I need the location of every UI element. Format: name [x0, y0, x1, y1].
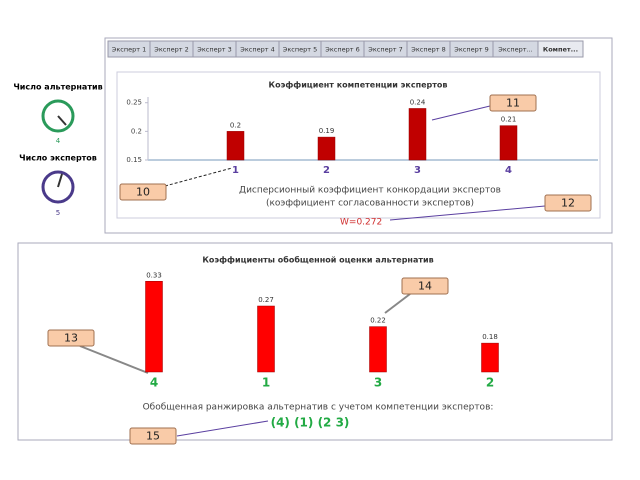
callout-number: 13: [64, 332, 78, 345]
tab-label: Эксперт 2: [154, 46, 188, 54]
callout-line: [431, 105, 491, 121]
value-label: 0.18: [482, 333, 498, 341]
callout-number: 10: [136, 186, 150, 199]
tab-label: Эксперт...: [498, 46, 532, 54]
knob-label: Число экспертов: [19, 154, 97, 163]
x-tick-label: 1: [232, 165, 239, 176]
concordance-text: (коэффициент согласованности экспертов): [266, 199, 474, 209]
y-tick-label: 0.2: [131, 127, 142, 135]
value-label: 0.19: [319, 127, 335, 135]
callout-box: [119, 183, 167, 201]
bar: [317, 136, 336, 161]
callout-box: [47, 329, 95, 347]
tab-label: Эксперт 6: [325, 46, 359, 54]
callout-box: [489, 94, 537, 112]
bar: [145, 281, 163, 373]
x-tick-label: 4: [150, 376, 158, 390]
callout-number: 11: [506, 97, 520, 110]
value-label: 0.33: [146, 271, 162, 279]
tab-label: Эксперт 8: [411, 46, 445, 54]
bar: [257, 305, 275, 373]
tab-label: Эксперт 4: [240, 46, 274, 54]
bar: [481, 342, 499, 373]
knob-pointer: [57, 115, 67, 126]
callout-line: [79, 345, 149, 374]
tab-label: Эксперт 1: [112, 46, 146, 54]
callout-number: 12: [561, 197, 575, 210]
value-label: 0.27: [258, 296, 274, 304]
callout-number: 15: [146, 430, 160, 443]
chart-title: Коэффициенты обобщенной оценки альтернат…: [202, 255, 433, 265]
callout-line: [389, 205, 546, 221]
panel: [17, 242, 613, 441]
x-tick-label: 3: [414, 165, 421, 176]
callout-line: [176, 420, 269, 437]
tab-label: Компет...: [543, 46, 578, 54]
value-label: 0.2: [230, 121, 241, 129]
x-tick-label: 2: [323, 165, 330, 176]
y-tick-label: 0.15: [126, 156, 142, 164]
knob-value: 5: [56, 209, 60, 217]
y-tick-label: 0.25: [126, 99, 142, 107]
x-tick-label: 3: [374, 376, 382, 390]
callout-number: 14: [418, 280, 432, 293]
tab-label: Эксперт 3: [197, 46, 231, 54]
callout-line: [164, 167, 233, 187]
callout-box: [544, 194, 592, 212]
chart-title: Коэффициент компетенции экспертов: [269, 81, 448, 90]
x-tick-label: 2: [486, 376, 494, 390]
bar: [499, 125, 518, 161]
tab-label: Эксперт 9: [454, 46, 488, 54]
ranking-label: Обобщенная ранжировка альтернатив с учет…: [143, 403, 494, 413]
bar: [369, 326, 387, 373]
bar: [408, 108, 427, 161]
knob-label: Число альтернатив: [13, 83, 102, 92]
w-value: W=0.272: [340, 218, 382, 228]
tab-label: Эксперт 7: [368, 46, 402, 54]
callout-box: [401, 277, 449, 295]
tab[interactable]: [537, 40, 584, 58]
value-label: 0.21: [501, 116, 517, 124]
chart-box: [116, 71, 601, 219]
ranking-value: (4) (1) (2 3): [271, 416, 350, 430]
callout-line: [384, 293, 411, 314]
value-label: 0.24: [410, 98, 426, 106]
x-tick-label: 4: [505, 165, 512, 176]
tab-label: Эксперт 5: [283, 46, 317, 54]
concordance-text: Дисперсионный коэффициент конкордации эк…: [239, 186, 501, 196]
x-tick-label: 1: [262, 376, 270, 390]
value-label: 0.22: [370, 317, 386, 325]
bar: [226, 131, 245, 161]
knob-value: 4: [56, 137, 61, 145]
callout-box: [129, 427, 177, 445]
knob-pointer: [57, 173, 63, 188]
